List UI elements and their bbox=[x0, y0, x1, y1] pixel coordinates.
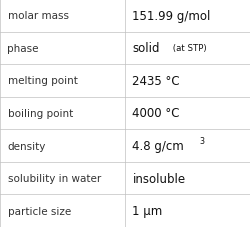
Text: 4000 °C: 4000 °C bbox=[132, 107, 180, 120]
Text: insoluble: insoluble bbox=[132, 172, 186, 185]
Text: molar mass: molar mass bbox=[8, 11, 68, 21]
Text: solubility in water: solubility in water bbox=[8, 173, 101, 183]
Text: solid: solid bbox=[132, 42, 160, 55]
Text: 2435 °C: 2435 °C bbox=[132, 75, 180, 88]
Text: 151.99 g/mol: 151.99 g/mol bbox=[132, 10, 211, 23]
Text: boiling point: boiling point bbox=[8, 109, 73, 118]
Text: melting point: melting point bbox=[8, 76, 78, 86]
Text: 1 μm: 1 μm bbox=[132, 204, 163, 217]
Text: density: density bbox=[8, 141, 46, 151]
Text: 4.8 g/cm: 4.8 g/cm bbox=[132, 139, 184, 152]
Text: (at STP): (at STP) bbox=[170, 44, 207, 53]
Text: 3: 3 bbox=[199, 136, 204, 145]
Text: particle size: particle size bbox=[8, 206, 71, 216]
Text: phase: phase bbox=[8, 44, 39, 54]
